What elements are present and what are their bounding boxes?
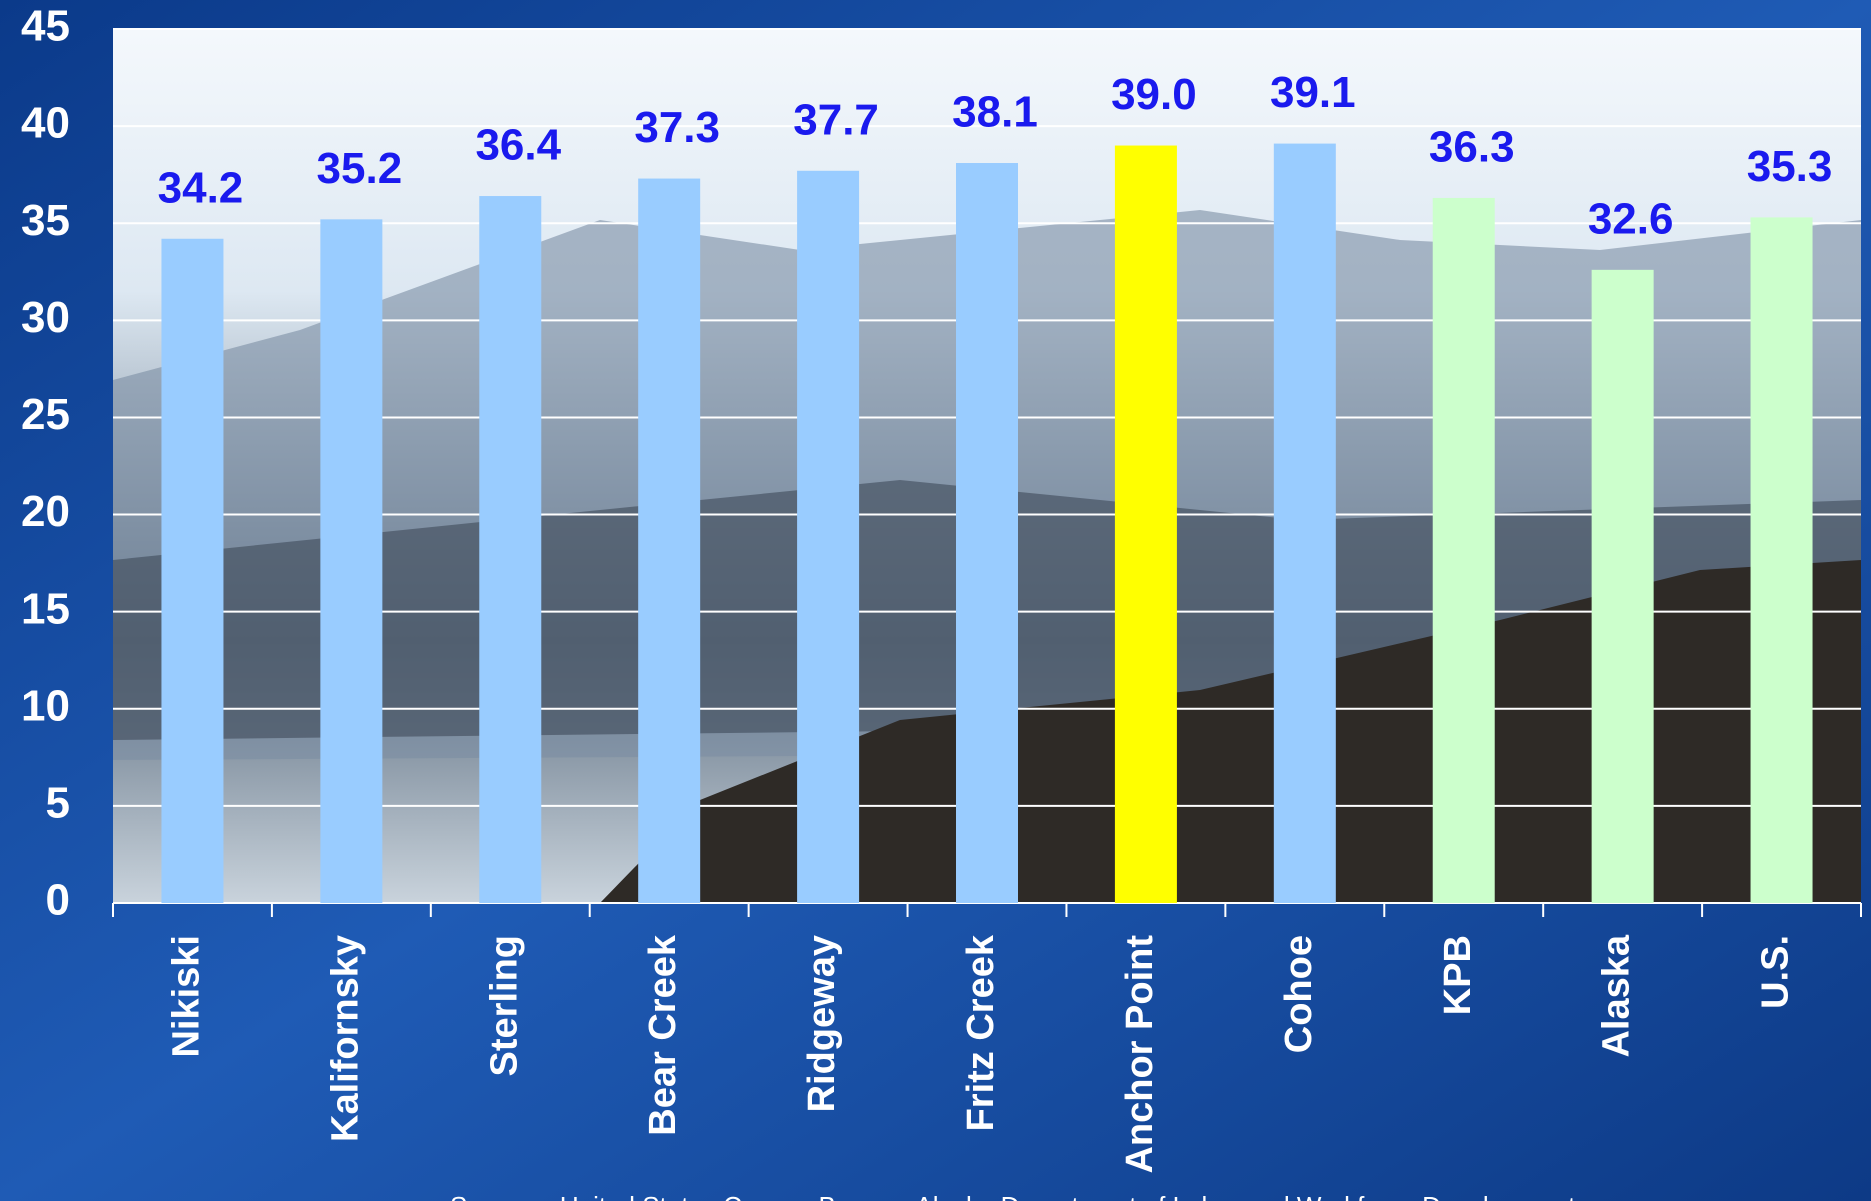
value-label: 39.0 <box>1111 70 1197 119</box>
value-label: 35.2 <box>317 144 403 193</box>
x-tick-label: U.S. <box>1755 935 1797 1009</box>
x-tick-label: Bear Creek <box>642 934 684 1136</box>
value-label: 34.2 <box>158 163 244 212</box>
y-tick-label: 15 <box>21 584 70 633</box>
bar <box>1432 197 1495 903</box>
bar <box>638 178 701 903</box>
value-label: 37.7 <box>793 95 879 144</box>
y-tick-label: 25 <box>21 390 70 439</box>
x-tick-label: Kalifornsky <box>324 935 366 1142</box>
y-tick-label: 45 <box>21 2 70 51</box>
x-tick-label: Cohoe <box>1278 935 1320 1053</box>
bar <box>1591 269 1654 903</box>
x-tick-label: Anchor Point <box>1119 935 1161 1174</box>
y-tick-label: 35 <box>21 196 70 245</box>
y-tick-label: 0 <box>46 876 70 925</box>
value-label: 38.1 <box>952 88 1038 137</box>
x-tick-label: Alaska <box>1596 934 1638 1057</box>
x-tick-label: Ridgeway <box>801 935 843 1112</box>
y-tick-label: 5 <box>46 779 70 828</box>
bar <box>320 219 383 904</box>
bar <box>797 170 860 903</box>
value-label: 36.3 <box>1429 123 1515 172</box>
x-tick-label: Sterling <box>483 935 525 1076</box>
value-label: 37.3 <box>634 103 720 152</box>
value-label: 32.6 <box>1588 194 1674 243</box>
bar <box>1273 143 1336 903</box>
bar <box>1750 217 1813 903</box>
source-note: Sources: United States Census Bureau, Al… <box>450 1191 1576 1201</box>
bar <box>956 163 1018 904</box>
y-tick-label: 30 <box>21 293 70 342</box>
y-tick-label: 20 <box>21 487 70 536</box>
x-tick-label: Nikiski <box>165 935 207 1058</box>
bar <box>479 196 542 903</box>
value-label: 36.4 <box>475 121 561 170</box>
bar <box>1114 145 1177 904</box>
bar <box>161 238 224 903</box>
y-tick-label: 10 <box>21 681 70 730</box>
value-label: 39.1 <box>1270 68 1356 117</box>
value-label: 35.3 <box>1747 142 1833 191</box>
x-tick-label: KPB <box>1437 935 1479 1015</box>
x-tick-label: Fritz Creek <box>960 934 1002 1131</box>
y-tick-label: 40 <box>21 99 70 148</box>
